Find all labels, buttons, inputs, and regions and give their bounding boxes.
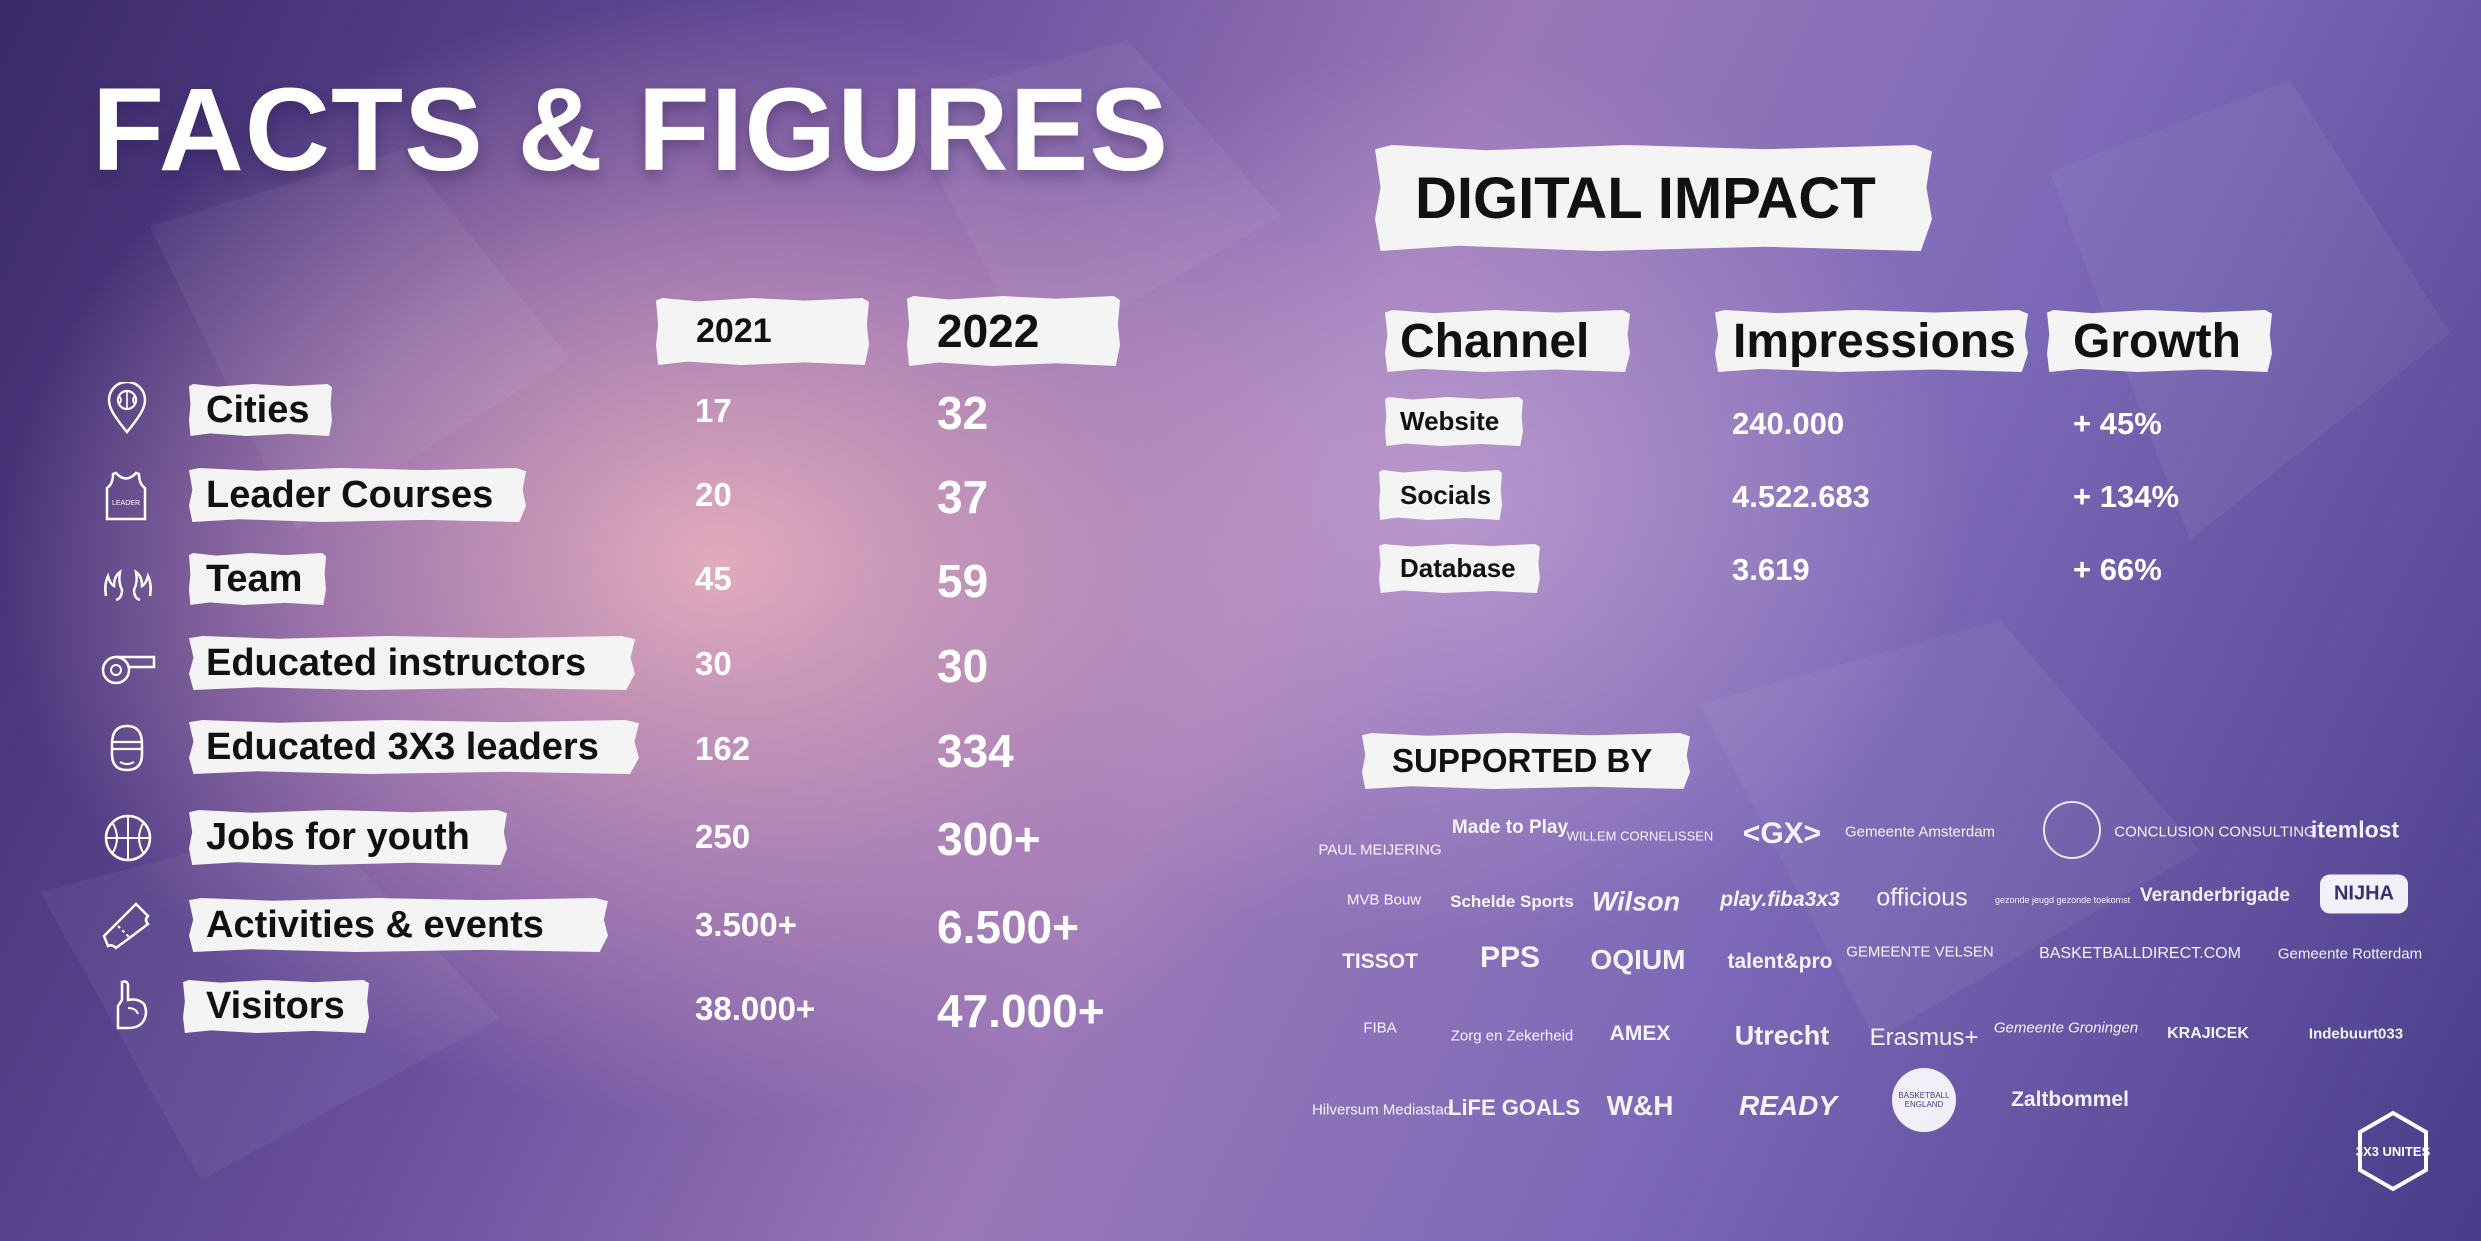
fact-value-2022: 32: [937, 387, 989, 439]
fact-value-2021: 162: [695, 730, 751, 767]
fact-label: Cities: [189, 384, 332, 436]
ticket-icon: [102, 902, 150, 950]
impressions-header: Impressions: [1715, 310, 2028, 372]
fact-value-2022: 334: [937, 725, 1014, 777]
fact-value-2022: 59: [937, 555, 989, 607]
sponsor-logo: Hilversum Mediastad: [1311, 1101, 1453, 1119]
sponsor-logo: Indebuurt033: [2308, 1025, 2404, 1043]
sponsor-logo: WILLEM CORNELISSEN: [1566, 828, 1714, 844]
foam-finger-icon: [116, 980, 148, 1030]
sponsor-logo: READY: [1738, 1090, 1838, 1121]
fact-label: Visitors: [183, 980, 369, 1033]
sponsor-logo: FIBA: [1363, 1019, 1397, 1037]
sponsor-logo: Gemeente Amsterdam: [1844, 823, 1996, 841]
fact-value-2021: 3.500+: [695, 906, 797, 943]
sponsor-logo: Made to Play: [1451, 817, 1569, 838]
brand-badge-icon: [2358, 1110, 2428, 1192]
svg-text:LEADER: LEADER: [112, 500, 140, 507]
sponsor-logo: TISSOT: [1342, 950, 1418, 973]
fact-label: Educated 3X3 leaders: [189, 720, 639, 774]
sponsor-logo: Utrecht: [1734, 1020, 1830, 1051]
sponsor-logo: talent&pro: [1727, 950, 1833, 973]
channel-socials: Socials: [1379, 470, 1502, 520]
sponsor-logo: Wilson: [1591, 886, 1681, 917]
sponsor-logo: Zaltbommel: [2011, 1088, 2129, 1111]
fact-label: Jobs for youth: [189, 810, 507, 865]
sponsor-logo: Gemeente Groningen: [1993, 1019, 2139, 1037]
sponsor-logo: W&H: [1606, 1090, 1674, 1121]
fact-value-2022: 47.000+: [937, 985, 1105, 1037]
impressions-value: 240.000: [1732, 406, 1845, 441]
sponsor-logo: BASKETBALL ENGLAND: [1892, 1068, 1956, 1132]
fact-value-2021: 45: [695, 560, 732, 597]
impressions-value: 4.522.683: [1732, 479, 1870, 514]
background-facet: [2050, 80, 2450, 540]
hands-icon: [104, 569, 152, 602]
sponsor-logo: itemlost: [2310, 816, 2400, 843]
sponsor-logo: GEMEENTE VELSEN: [1846, 943, 1994, 961]
fact-value-2022: 30: [937, 640, 989, 692]
fact-value-2021: 250: [695, 818, 751, 855]
digital-impact-title: DIGITAL IMPACT: [1375, 145, 1932, 251]
sponsor-logo: PPS: [1479, 941, 1541, 974]
fact-label: Team: [189, 553, 326, 605]
sponsor-logo: PAUL MEIJERING: [1318, 841, 1442, 859]
fact-label: Educated instructors: [189, 636, 635, 690]
year-2021-header: 2021: [656, 298, 869, 365]
channel-website: Website: [1385, 397, 1523, 446]
leader-shirt-icon: LEADER: [105, 471, 147, 521]
sponsor-logo: Erasmus+: [1869, 1024, 1979, 1051]
brand-logo: 3X3 UNITES: [2352, 1110, 2434, 1192]
impressions-value: 3.619: [1732, 552, 1810, 587]
sponsor-logo: BASKETBALLDIRECT.COM: [2039, 945, 2241, 962]
sponsor-logo: LiFE GOALS: [1448, 1095, 1580, 1120]
leader-face-icon: [110, 724, 144, 772]
sponsor-logo: OQIUM: [1590, 944, 1686, 975]
fact-value-2021: 38.000+: [695, 990, 816, 1027]
growth-value: + 45%: [2073, 406, 2162, 441]
sponsor-logo: Veranderbrigade: [2140, 885, 2290, 906]
sponsor-logo: MVB Bouw: [1346, 891, 1422, 909]
year-2022-header: 2022: [907, 296, 1120, 366]
map-pin-icon: [107, 382, 147, 434]
sponsor-logo: play.fiba3x3: [1720, 888, 1840, 911]
sponsor-logo: KRAJICEK: [2167, 1025, 2249, 1042]
sponsor-logo: AMEX: [1609, 1022, 1671, 1045]
fact-label: Leader Courses: [189, 468, 526, 522]
fact-value-2022: 37: [937, 471, 989, 523]
sponsor-logo: Gemeente Rotterdam: [2277, 945, 2423, 963]
supported-by-title: SUPPORTED BY: [1362, 733, 1690, 789]
sponsor-logo: officious: [1876, 883, 1968, 912]
channel-database: Database: [1379, 544, 1540, 593]
fact-value-2022: 6.500+: [937, 901, 1079, 953]
tiger-emblem-icon: [2043, 801, 2101, 859]
page-title: FACTS & FIGURES: [92, 64, 1170, 196]
sponsor-logo: NIJHA: [2319, 874, 2409, 914]
growth-value: + 134%: [2073, 479, 2180, 514]
fact-value-2021: 20: [695, 476, 732, 513]
sponsor-logo: Zorg en Zekerheid: [1450, 1027, 1574, 1045]
fact-value-2021: 17: [695, 392, 732, 429]
sponsor-logo: Schelde Sports: [1450, 892, 1574, 911]
channel-header: Channel: [1385, 310, 1630, 372]
brand-text: 3X3 UNITES: [2355, 1143, 2431, 1159]
fact-value-2021: 30: [695, 645, 732, 682]
fact-label: Activities & events: [189, 898, 608, 952]
fact-value-2022: 300+: [937, 813, 1041, 865]
sponsor-logo: gezonde jeugd gezonde toekomst: [1995, 895, 2131, 905]
growth-header: Growth: [2047, 310, 2272, 372]
growth-value: + 66%: [2073, 552, 2162, 587]
sponsor-logo: CONCLUSION CONSULTING: [2114, 823, 2316, 841]
whistle-icon: [101, 655, 156, 685]
sponsor-logo: <GX>: [1742, 817, 1822, 850]
basketball-icon: [104, 814, 152, 862]
